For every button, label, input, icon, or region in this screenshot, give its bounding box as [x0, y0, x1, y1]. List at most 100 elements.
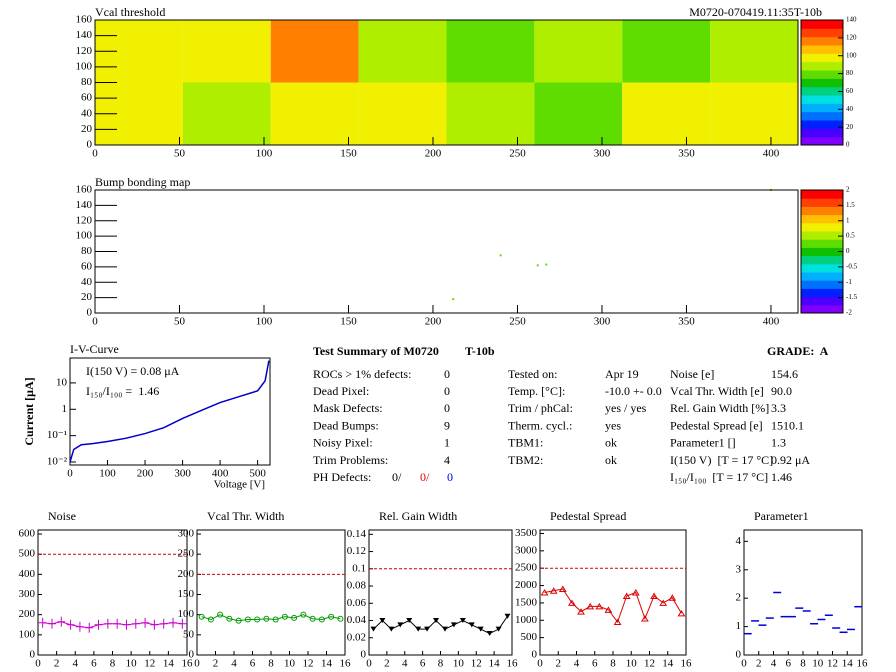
- point: [141, 617, 150, 628]
- x-tick-label: 300: [174, 468, 191, 480]
- colorbar-tick-label: 0: [846, 141, 850, 149]
- chart-title: Vcal Thr. Width: [207, 509, 284, 523]
- y-tick-label: 160: [76, 14, 93, 26]
- y-tick-label: 60: [81, 92, 93, 104]
- annotation: I₁₅₀/I₁₀₀ = 1.46: [86, 384, 159, 398]
- point: [103, 618, 112, 629]
- y-tick-label: 10: [56, 376, 68, 388]
- x-tick-label: 16: [857, 658, 869, 670]
- y-tick-label: 3500: [515, 527, 538, 539]
- x-tick-label: 4: [73, 658, 79, 670]
- x-tick-label: 10: [812, 658, 824, 670]
- x-tick-label: 6: [592, 658, 598, 670]
- y-axis-label: Current [μA]: [22, 377, 36, 445]
- point: [235, 617, 242, 624]
- x-tick-label: 400: [212, 468, 229, 480]
- colorbar-tick-label: 60: [846, 87, 854, 95]
- y-tick-label: 0.04: [347, 614, 367, 626]
- summary-value: 1510.1: [771, 418, 804, 432]
- colorbar-band: [801, 231, 843, 240]
- point: [486, 630, 493, 636]
- y-tick-label: 150: [178, 588, 195, 600]
- x-tick-label: 2: [556, 658, 562, 670]
- point: [613, 618, 622, 626]
- point: [641, 615, 649, 622]
- point: [38, 617, 47, 628]
- y-tick-label: 0.08: [347, 580, 367, 592]
- x-tick-label: 200: [137, 468, 154, 480]
- series-line: [201, 614, 341, 622]
- heatmap-cell: [270, 20, 359, 83]
- colorbar-frame: [800, 19, 844, 146]
- summary-value: 3.3: [771, 401, 786, 415]
- point: [47, 618, 56, 629]
- x-tick-label: 10: [126, 658, 138, 670]
- x-tick-label: 6: [91, 658, 97, 670]
- summary-value: ok: [605, 436, 617, 450]
- y-tick-label: 120: [76, 214, 93, 226]
- summary-value: Apr 19: [605, 367, 639, 381]
- point: [650, 592, 658, 599]
- chart-title: Noise: [48, 509, 76, 523]
- heatmap-cell: [446, 82, 535, 145]
- hit-pixel: [545, 263, 548, 266]
- x-tick-label: 500: [249, 468, 266, 480]
- colorbar-tick-label: 80: [846, 69, 854, 77]
- colorbar-band: [801, 255, 843, 265]
- y-tick-label: 40: [81, 276, 93, 288]
- point: [337, 615, 344, 622]
- x-tick-label: 2: [213, 658, 219, 670]
- y-tick-label: 140: [76, 29, 93, 41]
- point: [75, 621, 84, 632]
- colorbar-tick-label: 100: [846, 51, 857, 59]
- summary-value: 4: [444, 453, 450, 467]
- plot-frame: [743, 529, 863, 656]
- summary-label: I₁₅₀/I₁₀₀ [T = 17 °C]: [670, 470, 768, 484]
- colorbar-band: [801, 198, 843, 207]
- x-tick-label: 350: [678, 148, 695, 160]
- x-tick-label: 200: [425, 148, 442, 160]
- colorbar-band: [801, 214, 843, 224]
- x-tick-label: 200: [425, 316, 442, 328]
- point: [122, 619, 131, 630]
- y-tick-label: 3: [736, 563, 742, 575]
- summary-label: ROCs > 1% defects:: [313, 367, 411, 381]
- y-tick-label: 500: [19, 548, 36, 560]
- x-tick-label: 4: [574, 658, 580, 670]
- x-tick-label: 2: [756, 658, 762, 670]
- grade: GRADE: A: [767, 344, 829, 358]
- summary-label: Vcal Thr. Width [e]: [670, 384, 764, 398]
- colorbar-band: [801, 36, 843, 46]
- y-tick-label: 50: [183, 628, 195, 640]
- summary-label: I(150 V) [T = 17 °C]: [670, 453, 773, 467]
- point: [406, 618, 413, 624]
- summary-tag: T-10b: [465, 344, 495, 358]
- y-tick-label: 2000: [515, 579, 538, 591]
- summary-value: 1: [444, 436, 450, 450]
- colorbar-tick-label: 20: [846, 123, 854, 131]
- chart-title: Pedestal Spread: [550, 509, 626, 523]
- summary-label: Temp. [°C]:: [508, 384, 565, 398]
- y-tick-label: 0.1: [352, 562, 366, 574]
- point: [540, 589, 549, 596]
- series-line: [544, 588, 682, 624]
- colorbar-tick-label: -2: [846, 309, 852, 317]
- summary-value: ok: [605, 453, 617, 467]
- y-tick-label: 0: [736, 649, 742, 661]
- y-tick-label: 400: [19, 568, 36, 580]
- point: [468, 622, 475, 628]
- x-tick-label: 12: [827, 658, 838, 670]
- point: [459, 618, 466, 624]
- x-tick-label: 10: [626, 658, 638, 670]
- colorbar-band: [801, 120, 843, 129]
- point: [113, 618, 122, 629]
- x-tick-label: 300: [594, 316, 611, 328]
- point: [131, 618, 140, 629]
- colorbar-tick-label: 0: [846, 247, 850, 255]
- x-tick-label: 4: [771, 658, 777, 670]
- point: [424, 626, 431, 632]
- y-tick-label: 0: [532, 649, 538, 661]
- point: [659, 599, 668, 606]
- summary-label: Noise [e]: [670, 367, 714, 381]
- colorbar-tick-label: 1: [846, 216, 850, 224]
